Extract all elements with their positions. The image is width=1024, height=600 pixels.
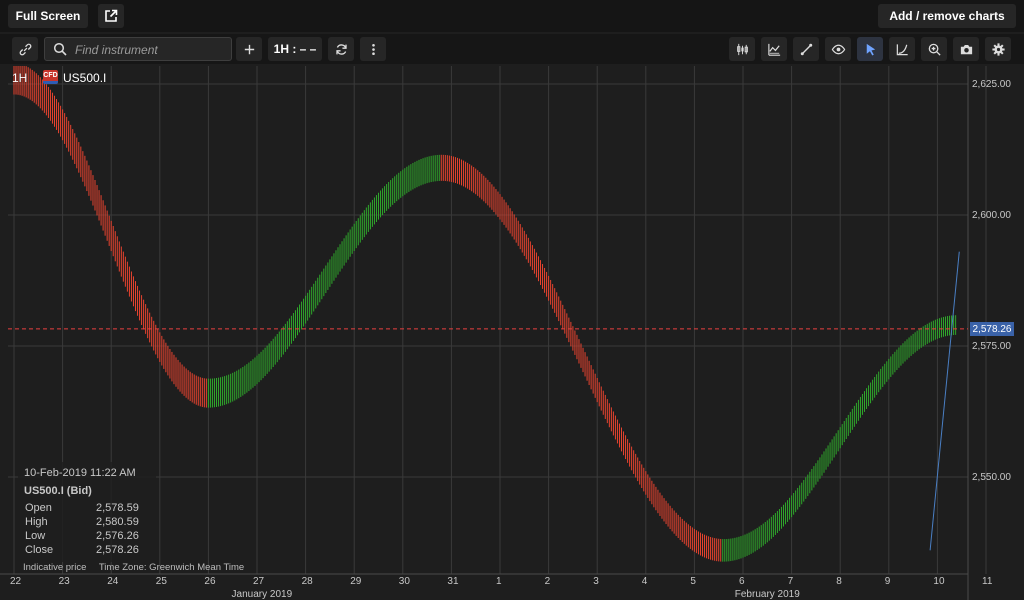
search-icon xyxy=(53,42,67,56)
instrument-search[interactable] xyxy=(44,37,232,61)
price-chart[interactable]: 2,625.002,600.002,575.002,550.00 22 23 24 2… xyxy=(0,66,1024,600)
date-tick-label: 22 xyxy=(10,576,22,587)
add-remove-charts-button[interactable]: Add / remove charts xyxy=(878,4,1016,28)
ohlc-value: 2,578.26 xyxy=(96,544,139,556)
date-tick-label: 4 xyxy=(642,576,648,587)
chart-symbol-label[interactable]: US500.I xyxy=(63,71,107,85)
ohlc-label: Low xyxy=(25,530,46,542)
month-label: January 2019 xyxy=(232,589,293,600)
date-tick-label: 23 xyxy=(59,576,71,587)
eye-icon[interactable] xyxy=(825,37,851,61)
price-tick-label: 2,550.00 xyxy=(972,472,1011,483)
date-tick-label: 5 xyxy=(690,576,696,587)
ohlc-symbol: US500.I (Bid) xyxy=(24,485,92,497)
ohlc-label: High xyxy=(25,516,48,528)
date-tick-label: 27 xyxy=(253,576,265,587)
cfd-badge: CFD xyxy=(43,70,58,84)
current-price-tag: 2,578.26 xyxy=(970,322,1014,336)
price-tick-label: 2,600.00 xyxy=(972,210,1011,221)
trend-line[interactable] xyxy=(929,251,960,551)
footer-note: Indicative price Time Zone: Greenwich Me… xyxy=(23,562,254,573)
indicative-price-label: Indicative price xyxy=(23,562,87,573)
external-link-icon[interactable] xyxy=(98,4,124,28)
draw-line-icon[interactable] xyxy=(793,37,819,61)
link-icon[interactable] xyxy=(12,37,38,61)
cursor-icon[interactable] xyxy=(857,37,883,61)
chart-type-icon[interactable] xyxy=(729,37,755,61)
date-tick-label: 26 xyxy=(204,576,216,587)
price-tick-label: 2,575.00 xyxy=(972,341,1011,352)
ohlc-label: Open xyxy=(25,502,52,514)
price-tick-label: 2,625.00 xyxy=(972,79,1011,90)
more-options-button[interactable] xyxy=(360,37,386,61)
curve-icon[interactable] xyxy=(889,37,915,61)
vertical-dots-icon xyxy=(371,43,375,55)
time-axis: 22 23 24 25 26 27 28 29 30 31 1 2 3 4 5 6 7 8 9 10 11January… xyxy=(10,576,993,600)
indicators-icon[interactable] xyxy=(761,37,787,61)
refresh-icon xyxy=(335,43,347,55)
date-tick-label: 30 xyxy=(399,576,411,587)
camera-icon[interactable] xyxy=(953,37,979,61)
ohlc-value: 2,580.59 xyxy=(96,516,139,528)
search-input[interactable] xyxy=(73,39,227,61)
date-tick-label: 31 xyxy=(447,576,459,587)
date-tick-label: 3 xyxy=(593,576,599,587)
date-tick-label: 29 xyxy=(350,576,362,587)
date-tick-label: 25 xyxy=(156,576,168,587)
timeframe-button[interactable]: 1H : – – xyxy=(268,37,322,61)
ohlc-value: 2,576.26 xyxy=(96,530,139,542)
full-screen-button[interactable]: Full Screen xyxy=(8,4,88,28)
ohlc-date: 10-Feb-2019 11:22 AM xyxy=(24,467,136,479)
candlestick-series xyxy=(13,66,957,562)
top-bar: Full Screen Add / remove charts xyxy=(0,0,1024,32)
settings-icon[interactable] xyxy=(985,37,1011,61)
date-tick-label: 1 xyxy=(496,576,502,587)
date-tick-label: 8 xyxy=(836,576,842,587)
zoom-icon[interactable] xyxy=(921,37,947,61)
ohlc-value: 2,578.59 xyxy=(96,502,139,514)
date-tick-label: 9 xyxy=(885,576,891,587)
ohlc-panel xyxy=(18,462,156,562)
chart-toolbar: 1H : – – xyxy=(0,34,1024,64)
date-tick-label: 2 xyxy=(545,576,551,587)
date-tick-label: 6 xyxy=(739,576,745,587)
price-axis: 2,625.00 2,600.00 2,575.00 2,550.00 xyxy=(972,79,1011,483)
date-tick-label: 7 xyxy=(788,576,794,587)
plus-icon xyxy=(244,44,254,54)
chart-background xyxy=(0,66,1024,600)
chart-timeframe-label: 1H xyxy=(12,71,28,85)
date-tick-label: 28 xyxy=(302,576,314,587)
date-tick-label: 10 xyxy=(933,576,945,587)
date-tick-label: 24 xyxy=(107,576,119,587)
timezone-label: Time Zone: Greenwich Mean Time xyxy=(98,562,245,573)
add-instrument-button[interactable] xyxy=(236,37,262,61)
date-tick-label: 11 xyxy=(982,576,993,587)
refresh-button[interactable] xyxy=(328,37,354,61)
month-label: February 2019 xyxy=(735,589,800,600)
ohlc-label: Close xyxy=(25,544,54,556)
